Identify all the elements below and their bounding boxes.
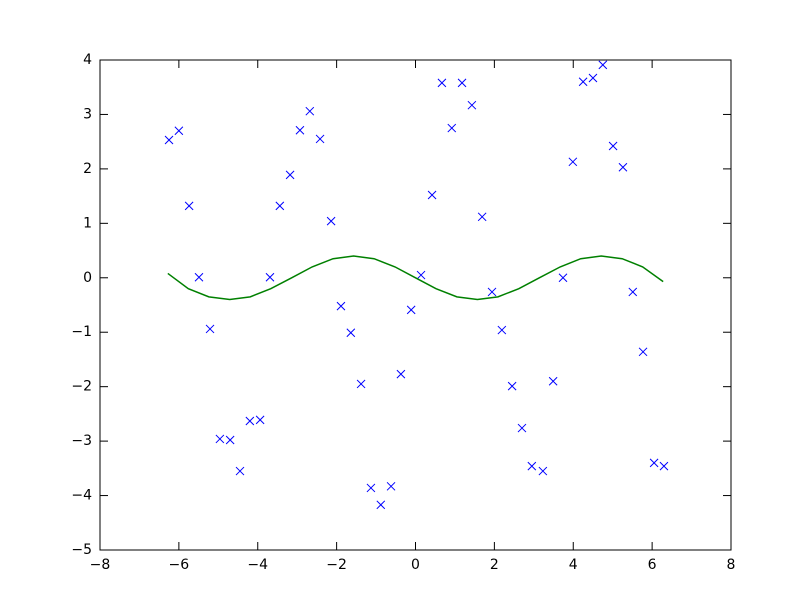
y-tick-label: 4 (83, 52, 92, 68)
marker (225, 435, 235, 445)
marker (416, 270, 426, 280)
x-tick-label: 8 (727, 557, 736, 573)
x-tick-label: −4 (247, 557, 268, 573)
marker (517, 423, 527, 433)
marker (447, 123, 457, 133)
x-tick-label: 6 (648, 557, 657, 573)
marker (538, 466, 548, 476)
marker (315, 134, 325, 144)
marker (376, 500, 386, 510)
x-tick-label: −8 (90, 557, 111, 573)
marker (386, 481, 396, 491)
marker (174, 126, 184, 136)
marker (406, 305, 416, 315)
marker (497, 325, 507, 335)
marker (336, 301, 346, 311)
y-tick-label: 0 (83, 270, 92, 286)
marker (467, 100, 477, 110)
marker (598, 60, 608, 70)
marker (568, 157, 578, 167)
marker (659, 461, 669, 471)
marker (295, 125, 305, 135)
marker (628, 287, 638, 297)
marker (215, 434, 225, 444)
marker (265, 272, 275, 282)
marker (638, 347, 648, 357)
marker (507, 381, 517, 391)
y-tick-label: −1 (71, 324, 92, 340)
y-tick-label: 2 (83, 161, 92, 177)
y-tick-label: −3 (71, 433, 92, 449)
marker (477, 212, 487, 222)
marker (255, 415, 265, 425)
marker (205, 324, 215, 334)
y-tick-label: 1 (83, 215, 92, 231)
line (167, 255, 664, 301)
marker (346, 328, 356, 338)
x-tick-label: −2 (326, 557, 347, 573)
marker (649, 458, 659, 468)
marker (275, 201, 285, 211)
marker (437, 78, 447, 88)
marker (366, 483, 376, 493)
x-tick-label: 0 (411, 557, 420, 573)
marker (457, 78, 467, 88)
marker (527, 461, 537, 471)
marker (285, 170, 295, 180)
marker (548, 376, 558, 386)
marker (588, 73, 598, 83)
y-tick-label: −4 (71, 488, 92, 504)
x-tick-label: 4 (569, 557, 578, 573)
marker (558, 273, 568, 283)
marker (487, 287, 497, 297)
marker (427, 190, 437, 200)
marker (618, 162, 628, 172)
marker (608, 141, 618, 151)
y-tick-label: −5 (71, 542, 92, 558)
marker (396, 369, 406, 379)
y-tick-label: −2 (71, 379, 92, 395)
marker (305, 106, 315, 116)
x-tick-label: 2 (490, 557, 499, 573)
marker (326, 216, 336, 226)
marker (245, 416, 255, 426)
marker (184, 201, 194, 211)
marker (194, 272, 204, 282)
x-tick-label: −6 (169, 557, 190, 573)
marker (578, 77, 588, 87)
marker (356, 379, 366, 389)
marker (235, 466, 245, 476)
y-tick-label: 3 (83, 106, 92, 122)
marker (164, 135, 174, 145)
